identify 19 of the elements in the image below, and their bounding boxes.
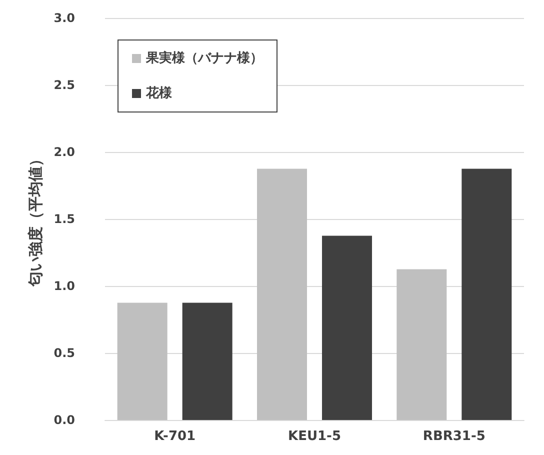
y-tick-label: 0.5 <box>54 346 75 360</box>
y-tick-label: 3.0 <box>54 11 75 25</box>
bar <box>182 302 232 420</box>
bar <box>462 168 512 420</box>
bar <box>117 302 168 420</box>
x-tick-label: KEU1-5 <box>288 429 341 444</box>
y-tick-label: 0.0 <box>54 413 75 427</box>
y-axis-title: 匂い強度（平均値） <box>26 152 44 288</box>
y-tick-label: 2.5 <box>54 78 75 92</box>
x-tick-label: RBR31-5 <box>422 429 486 444</box>
bar <box>396 269 447 420</box>
bar <box>322 236 372 420</box>
legend-label: 花様 <box>145 85 173 101</box>
y-tick-label: 1.0 <box>54 279 75 293</box>
y-tick-label: 1.5 <box>54 212 75 226</box>
y-tick-label: 2.0 <box>54 145 75 159</box>
legend-label: 果実様（バナナ様） <box>145 50 263 66</box>
bar <box>257 168 307 420</box>
x-tick-label: K-701 <box>154 429 196 444</box>
